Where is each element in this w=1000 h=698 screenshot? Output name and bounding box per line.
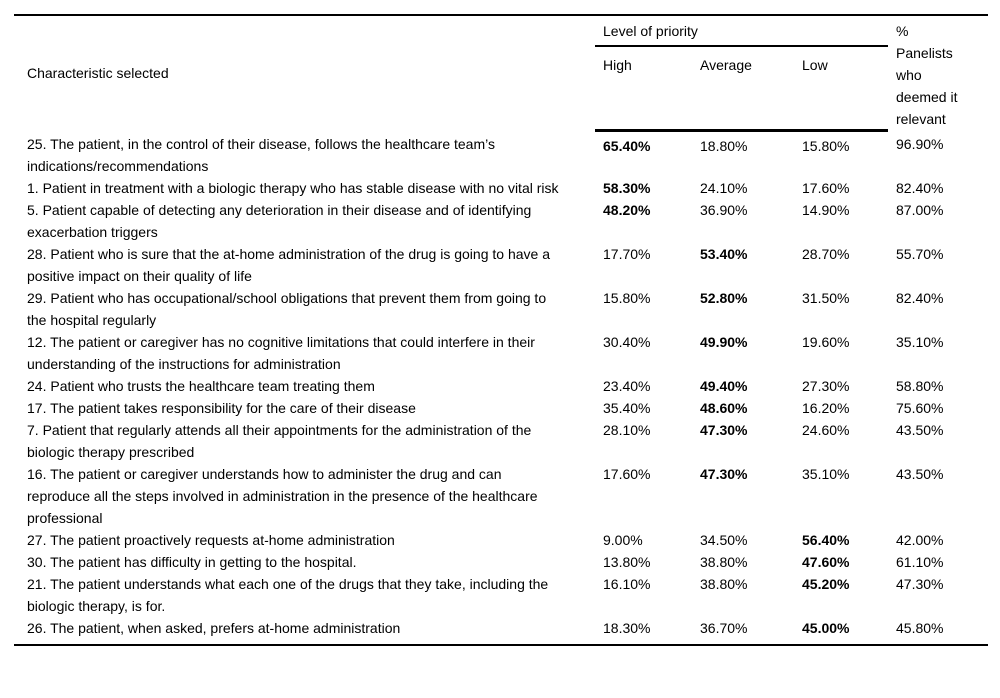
table-row: 12. The patient or caregiver has no cogn… xyxy=(14,331,988,375)
characteristic-cell: 30. The patient has difficulty in gettin… xyxy=(27,554,357,570)
column-header-low: Low xyxy=(794,46,888,132)
relevant-value-cell: 58.80% xyxy=(896,378,944,394)
high-value-cell: 9.00% xyxy=(603,532,643,548)
relevant-value-cell: 42.00% xyxy=(896,532,944,548)
table-row: 5. Patient capable of detecting any dete… xyxy=(14,199,988,243)
average-value-cell: 49.90% xyxy=(700,334,748,350)
relevant-value-cell: 82.40% xyxy=(896,180,944,196)
column-header-percent-panelists: % Panelists who deemed it relevant xyxy=(896,23,958,127)
average-value-cell: 36.70% xyxy=(700,620,748,636)
characteristic-cell: 17. The patient takes responsibility for… xyxy=(27,400,416,416)
high-value-cell: 17.70% xyxy=(603,246,651,262)
low-value-cell: 31.50% xyxy=(802,290,850,306)
relevant-value-cell: 47.30% xyxy=(896,576,944,592)
average-value-cell: 47.30% xyxy=(700,466,748,482)
high-value-cell: 13.80% xyxy=(603,554,651,570)
table-row: 21. The patient understands what each on… xyxy=(14,573,988,617)
high-value-cell: 28.10% xyxy=(603,422,651,438)
relevant-value-cell: 43.50% xyxy=(896,466,944,482)
average-value-cell: 18.80% xyxy=(700,137,748,154)
average-value-cell: 36.90% xyxy=(700,202,748,218)
relevant-value-cell: 75.60% xyxy=(896,400,944,416)
average-value-cell: 49.40% xyxy=(700,378,748,394)
low-value-cell: 14.90% xyxy=(802,202,850,218)
characteristic-cell: 25. The patient, in the control of their… xyxy=(27,136,495,174)
characteristic-cell: 26. The patient, when asked, prefers at-… xyxy=(27,620,401,636)
high-value-cell: 15.80% xyxy=(603,290,651,306)
header-group-row: Characteristic selected Level of priorit… xyxy=(14,15,988,127)
column-header-high: High xyxy=(595,46,692,132)
high-value-cell: 18.30% xyxy=(603,620,651,636)
average-value-cell: 48.60% xyxy=(700,400,748,416)
characteristic-cell: 7. Patient that regularly attends all th… xyxy=(27,422,532,460)
high-value-cell: 35.40% xyxy=(603,400,651,416)
high-value-cell: 17.60% xyxy=(603,466,651,482)
average-value-cell: 38.80% xyxy=(700,554,748,570)
average-value-cell: 47.30% xyxy=(700,422,748,438)
low-value-cell: 24.60% xyxy=(802,422,850,438)
high-value-cell: 23.40% xyxy=(603,378,651,394)
column-header-characteristic: Characteristic selected xyxy=(27,65,169,81)
table-row: 28. Patient who is sure that the at-home… xyxy=(14,243,988,287)
relevant-value-cell: 43.50% xyxy=(896,422,944,438)
priority-table: Characteristic selected Level of priorit… xyxy=(14,14,988,646)
characteristic-cell: 12. The patient or caregiver has no cogn… xyxy=(27,334,535,372)
average-value-cell: 52.80% xyxy=(700,290,748,306)
relevant-value-cell: 87.00% xyxy=(896,202,944,218)
low-value-cell: 28.70% xyxy=(802,246,850,262)
average-value-cell: 24.10% xyxy=(700,180,748,196)
relevant-value-cell: 61.10% xyxy=(896,554,944,570)
table-body: 25. The patient, in the control of their… xyxy=(14,130,988,645)
relevant-value-cell: 45.80% xyxy=(896,620,944,636)
low-value-cell: 45.20% xyxy=(802,576,850,592)
table-row: 17. The patient takes responsibility for… xyxy=(14,397,988,419)
relevant-value-cell: 96.90% xyxy=(896,136,944,152)
characteristic-cell: 28. Patient who is sure that the at-home… xyxy=(27,246,550,284)
table-row: 25. The patient, in the control of their… xyxy=(14,130,988,177)
low-value-cell: 15.80% xyxy=(802,137,850,154)
characteristic-cell: 1. Patient in treatment with a biologic … xyxy=(27,180,559,196)
characteristic-cell: 27. The patient proactively requests at-… xyxy=(27,532,395,548)
low-value-cell: 35.10% xyxy=(802,466,850,482)
column-group-level-of-priority: Level of priority xyxy=(595,15,888,48)
characteristic-cell: 5. Patient capable of detecting any dete… xyxy=(27,202,532,240)
high-value-cell: 30.40% xyxy=(603,334,651,350)
table-header: Characteristic selected Level of priorit… xyxy=(14,15,988,132)
high-value-cell: 16.10% xyxy=(603,576,651,592)
characteristic-cell: 21. The patient understands what each on… xyxy=(27,576,549,614)
average-value-cell: 38.80% xyxy=(700,576,748,592)
low-value-cell: 19.60% xyxy=(802,334,850,350)
table-row: 1. Patient in treatment with a biologic … xyxy=(14,177,988,199)
characteristic-cell: 24. Patient who trusts the healthcare te… xyxy=(27,378,375,394)
low-value-cell: 45.00% xyxy=(802,620,850,636)
characteristic-cell: 29. Patient who has occupational/school … xyxy=(27,290,547,328)
relevant-value-cell: 82.40% xyxy=(896,290,944,306)
high-value-cell: 65.40% xyxy=(603,137,651,154)
low-value-cell: 17.60% xyxy=(802,180,850,196)
characteristic-cell: 16. The patient or caregiver understands… xyxy=(27,466,538,526)
average-value-cell: 34.50% xyxy=(700,532,748,548)
table-row: 24. Patient who trusts the healthcare te… xyxy=(14,375,988,397)
table-row: 16. The patient or caregiver understands… xyxy=(14,463,988,529)
low-value-cell: 47.60% xyxy=(802,554,850,570)
high-value-cell: 58.30% xyxy=(603,180,651,196)
relevant-value-cell: 35.10% xyxy=(896,334,944,350)
average-value-cell: 53.40% xyxy=(700,246,748,262)
relevant-value-cell: 55.70% xyxy=(896,246,944,262)
table-row: 7. Patient that regularly attends all th… xyxy=(14,419,988,463)
header-subhead-row: High Average Low xyxy=(14,46,988,132)
table-row: 27. The patient proactively requests at-… xyxy=(14,529,988,551)
table-row: 26. The patient, when asked, prefers at-… xyxy=(14,617,988,645)
column-header-average: Average xyxy=(692,46,794,132)
low-value-cell: 27.30% xyxy=(802,378,850,394)
low-value-cell: 16.20% xyxy=(802,400,850,416)
low-value-cell: 56.40% xyxy=(802,532,850,548)
table-row: 30. The patient has difficulty in gettin… xyxy=(14,551,988,573)
table-row: 29. Patient who has occupational/school … xyxy=(14,287,988,331)
high-value-cell: 48.20% xyxy=(603,202,651,218)
